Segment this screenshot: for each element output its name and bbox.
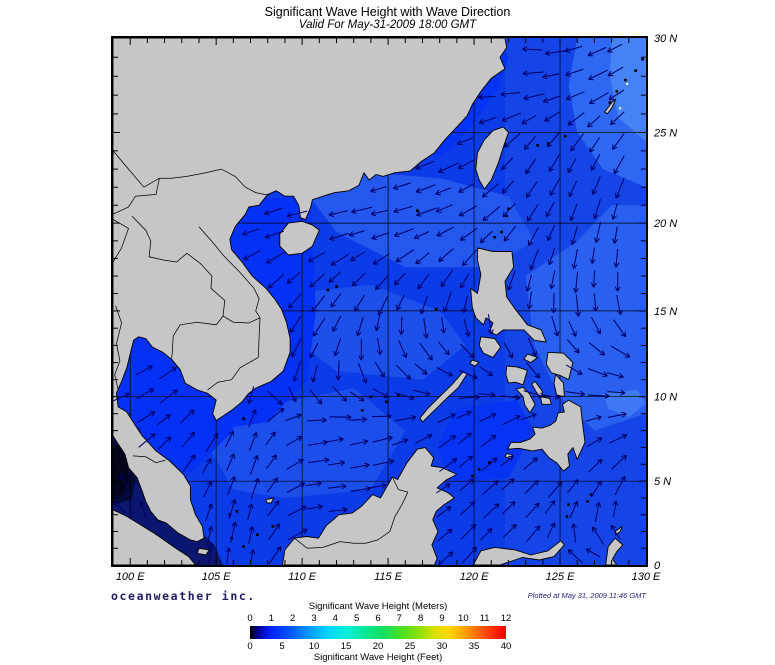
country-borders — [113, 150, 409, 549]
landmass — [265, 497, 275, 504]
colorbar-meters-tick-label: 8 — [418, 613, 424, 624]
lon-label: 105 E — [202, 571, 231, 583]
colorbar-meters-tick-label: 0 — [247, 613, 253, 624]
lat-label: 20 N — [653, 218, 677, 230]
degree-ticks — [113, 38, 646, 565]
landmass — [545, 351, 574, 381]
lat-label: 15 N — [654, 306, 677, 318]
landmass — [604, 98, 617, 115]
colorbar-title-meters: Significant Wave Height (Meters) — [308, 601, 448, 612]
wave-height-map-canvas: 100 E 105 E 110 E 115 E 120 E 125 E 130 E 30 N 2… — [111, 33, 677, 583]
colorbar-meters-tick-label: 10 — [458, 613, 469, 624]
colorbar-feet-tick-label: 20 — [372, 641, 384, 652]
lat-label: 10 N — [654, 392, 677, 404]
lat-label: 5 N — [654, 476, 671, 488]
lat-label: 30 N — [654, 33, 677, 45]
landmass — [279, 220, 320, 256]
colorbar-meters-tick-label: 9 — [439, 613, 445, 624]
colorbar-feet-tick-label: 30 — [436, 641, 448, 652]
colorbar-meters-tick-label: 11 — [479, 613, 490, 624]
wave-direction-arrows — [113, 43, 631, 565]
colorbar-meters-tick-label: 6 — [375, 613, 381, 624]
colorbar-title-feet: Significant Wave Height (Feet) — [313, 652, 443, 663]
colorbar-meters-tick-label: 2 — [290, 613, 296, 624]
oceanweather-brand: oceanweather inc. — [111, 589, 256, 603]
landmass — [539, 396, 552, 405]
colorbar-meters-tick-label: 3 — [311, 613, 317, 624]
colorbar-meters-tick-label: 12 — [500, 613, 512, 624]
colorbar-meters-tick-label: 7 — [396, 613, 402, 624]
landmass — [469, 359, 480, 367]
landmass — [281, 447, 458, 565]
colorbar-feet-tick-label: 40 — [500, 641, 512, 652]
landmass — [553, 374, 565, 398]
landmass — [472, 540, 565, 565]
landmass — [515, 386, 536, 414]
colorbar-feet-tick-label: 25 — [404, 641, 416, 652]
lon-label: 110 E — [288, 571, 317, 583]
colorbar-feet-tick-label: 0 — [247, 641, 253, 652]
lon-label: 120 E — [460, 571, 489, 583]
landmass — [475, 126, 509, 190]
landmass — [614, 526, 623, 536]
lat-label: 0 — [654, 560, 661, 572]
lon-label: 130 E — [632, 571, 661, 583]
lon-label: 115 E — [374, 571, 403, 583]
colorbar-feet-ticks: 0 5 10 15 20 25 30 35 40 — [247, 641, 511, 652]
landmass — [113, 38, 508, 543]
map-frame — [111, 36, 648, 567]
colorbar-feet-tick-label: 10 — [308, 641, 320, 652]
colorbar-meters-tick-label: 4 — [332, 613, 338, 624]
landmass — [478, 336, 502, 358]
map-layers — [113, 38, 646, 565]
valid-time-subtitle: Valid For May-31-2009 18:00 GMT — [298, 19, 477, 31]
colorbar-meters-tick-label: 1 — [268, 613, 274, 624]
colorbar-feet-tick-label: 15 — [340, 641, 352, 652]
colorbar-gradient-bar — [250, 626, 506, 639]
colorbar-meters-tick-label: 5 — [354, 613, 360, 624]
plotted-timestamp: Plotted at May 31, 2009 11:46 GMT — [527, 591, 646, 600]
lon-label: 125 E — [546, 571, 575, 583]
colorbar-meters-ticks: 0 1 2 3 4 5 6 7 8 9 10 11 12 — [247, 613, 511, 624]
colorbar-feet-tick-label: 35 — [468, 641, 480, 652]
landmass — [196, 547, 210, 556]
lon-label: 100 E — [116, 571, 145, 583]
landmass — [523, 353, 539, 364]
landmass — [507, 399, 586, 472]
lat-label: 25 N — [653, 127, 677, 139]
landmass — [605, 537, 624, 565]
landmass — [505, 365, 528, 386]
axis-labels: 100 E 105 E 110 E 115 E 120 E 125 E 130 E 30 N 2… — [116, 33, 677, 583]
page-title: Significant Wave Height with Wave Direct… — [264, 5, 511, 19]
landmass — [113, 509, 196, 565]
colorbar-feet-tick-label: 5 — [279, 641, 285, 652]
